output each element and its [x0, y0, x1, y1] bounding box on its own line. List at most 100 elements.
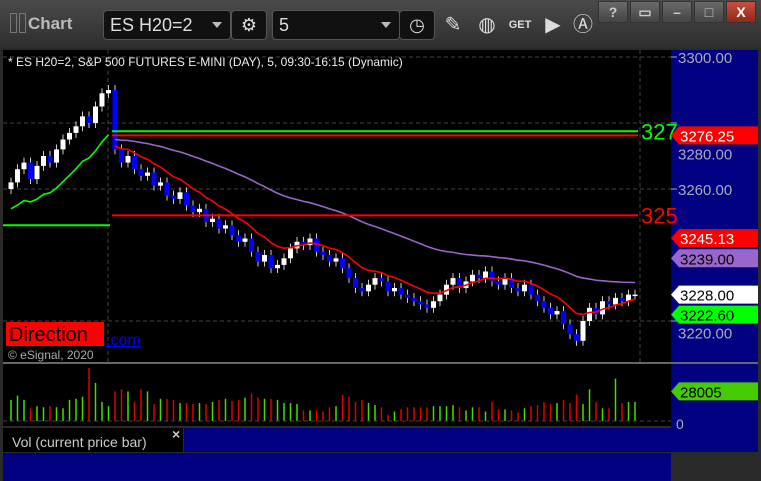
candle [21, 162, 27, 170]
candle [424, 304, 430, 308]
candle [366, 284, 371, 292]
candle [489, 271, 495, 282]
clock-button[interactable]: ◷ [399, 10, 435, 40]
title-bar: Chart ES H20=2 ⚙ 5 ◷ ✎ ◍ GET ▶ Ⓐ ? ▭ – □… [0, 0, 761, 48]
play-icon[interactable]: ▶ [545, 14, 561, 36]
help-button[interactable]: ? [598, 1, 628, 23]
price-tick-label: 3300.00 [678, 50, 732, 67]
candle [392, 288, 397, 292]
price-tag-label: 3239.00 [680, 251, 734, 268]
candle [229, 225, 235, 236]
candle [34, 165, 40, 180]
time-axis [3, 453, 671, 480]
candle [333, 258, 339, 262]
candle [288, 248, 293, 259]
volume-label-box [3, 428, 183, 452]
maximize-button[interactable]: □ [694, 1, 724, 23]
candle [470, 274, 475, 282]
candle [340, 258, 345, 269]
study-icon[interactable]: ◍ [478, 14, 496, 36]
candle [574, 334, 579, 341]
candle [145, 172, 150, 176]
drag-handle[interactable] [19, 13, 26, 33]
level-label: 327 [641, 119, 678, 144]
candle [587, 307, 592, 321]
candle [600, 301, 605, 315]
alert-icon[interactable]: Ⓐ [573, 14, 593, 36]
candle [132, 156, 137, 170]
price-chart[interactable]: 3300.00 3280.00 3260.00 3220.00 327 325 3276.2… [0, 48, 761, 481]
price-tick-label: 3220.00 [678, 326, 732, 343]
candle [606, 301, 612, 305]
volume-tag-label: 28005 [680, 384, 722, 401]
candle [593, 307, 599, 315]
price-tag [671, 126, 758, 145]
settings-button[interactable]: ⚙ [231, 10, 267, 40]
level-label: 325 [641, 203, 678, 228]
clock-icon: ◷ [409, 15, 425, 35]
close-study-icon[interactable]: × [172, 426, 180, 442]
candle [119, 149, 124, 163]
candle [528, 284, 534, 295]
candle [281, 258, 287, 265]
candle [379, 278, 384, 282]
price-tag [671, 305, 758, 324]
candle [418, 301, 423, 305]
candle [184, 192, 189, 206]
drag-handle[interactable] [10, 13, 17, 33]
candle [158, 182, 163, 186]
pencil-icon[interactable]: ✎ [444, 14, 462, 36]
candle [106, 90, 111, 94]
candle [125, 156, 131, 163]
get-icon[interactable]: GET [508, 19, 532, 31]
candle [197, 208, 202, 213]
candle [444, 284, 449, 295]
close-button[interactable]: X [726, 1, 756, 23]
candle [372, 278, 378, 285]
link-button[interactable]: ▭ [630, 1, 660, 23]
candle [476, 274, 482, 279]
candle [522, 284, 527, 292]
candle [307, 238, 313, 246]
candle [138, 169, 144, 176]
candle [320, 251, 326, 255]
candle [171, 195, 176, 199]
candle [398, 288, 404, 295]
candle [626, 294, 631, 302]
watermark-text: Direction [9, 324, 88, 346]
price-tag [671, 229, 758, 248]
candle [561, 311, 566, 325]
volume-legend-bar [184, 428, 671, 452]
candle [60, 139, 66, 150]
candle [632, 294, 638, 297]
candle [613, 297, 618, 305]
symbol-combo[interactable]: ES H20=2 [103, 10, 231, 40]
chevron-down-icon [381, 22, 391, 28]
candle [47, 156, 53, 163]
candle [268, 255, 274, 269]
candle [619, 297, 625, 302]
candle [262, 255, 267, 262]
minimize-button[interactable]: – [662, 1, 692, 23]
volume-study-label: Vol (current price bar) [12, 434, 147, 450]
candle [515, 288, 521, 292]
price-tag-label: 3228.00 [680, 288, 734, 305]
candle [509, 278, 514, 288]
interval-value: 5 [279, 15, 290, 35]
price-tag-label: 3222.60 [680, 308, 734, 325]
candle [346, 268, 352, 279]
candle [99, 93, 105, 107]
volume-pane[interactable] [3, 364, 671, 426]
candle [275, 264, 280, 269]
candle [190, 205, 196, 213]
candle [255, 251, 261, 262]
candle [496, 281, 501, 285]
candle [359, 288, 365, 292]
copyright: © eSignal, 2020 [8, 348, 94, 362]
candle [112, 90, 118, 150]
interval-combo[interactable]: 5 [272, 10, 400, 40]
candle [236, 235, 241, 242]
candle [554, 311, 560, 315]
price-tick-label: 3280.00 [678, 146, 732, 163]
candle [151, 172, 157, 186]
